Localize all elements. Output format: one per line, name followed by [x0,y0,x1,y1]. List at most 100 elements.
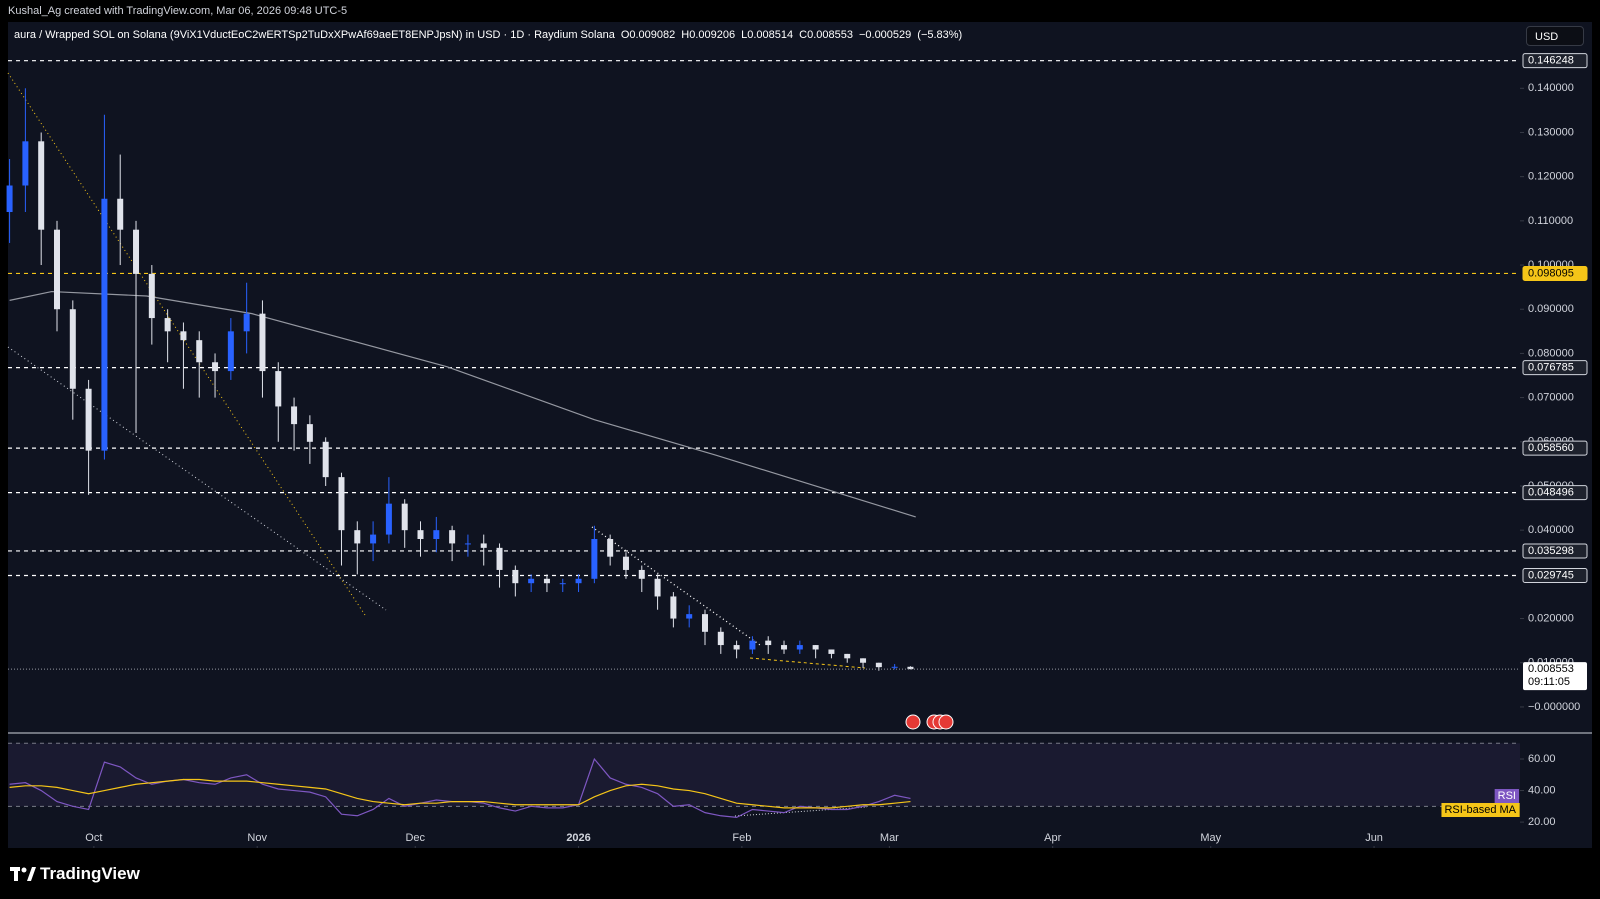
candle-body [133,229,140,274]
candle-body [717,631,724,646]
rsi-line [9,778,911,809]
candle-body [622,556,629,570]
currency-button[interactable]: USD [1526,26,1584,46]
y-tick-label: −0.000000 [1528,701,1580,713]
candle-body [528,578,535,584]
candle-body [22,141,29,186]
last-price-box [1523,662,1587,691]
brand-logo [10,867,36,881]
level-label: 0.146248 [1528,55,1574,67]
candle-body [212,362,219,372]
candle-body [812,645,819,650]
ohlc-value: 0.009206 [689,29,736,41]
candle-body [322,441,329,478]
candle-body [243,313,250,332]
ohlc-prefix: O [620,29,630,41]
y-tick-label: 0.080000 [1528,347,1574,359]
candle-body [828,649,835,654]
rsi-tick-label: 40.00 [1528,784,1556,796]
y-tick-label: 0.020000 [1528,612,1574,624]
candle-body [417,530,424,540]
rsi-band [8,743,1520,807]
ohlc: L0.008514 [741,29,793,41]
trendline [749,657,866,669]
level-label-box [1522,440,1588,456]
ohlc-prefix: H [681,29,690,41]
rsi-tick-label: 20.00 [1528,816,1556,828]
credit: Kushal_Ag created with TradingView.com, … [8,5,348,17]
level-label: 0.058560 [1528,442,1574,454]
trendline [7,72,366,616]
x-tick-label: Nov [247,832,267,844]
candle-body [891,666,898,668]
candle-body [733,645,740,650]
candle-body [749,640,756,650]
level-label: 0.048496 [1528,487,1574,499]
candle-body [796,645,803,650]
candle-body [686,614,693,619]
event-flags [905,714,954,730]
candle-body [907,666,914,670]
candle-body [148,273,155,319]
candle-body [354,530,361,544]
candle-body [370,534,377,544]
candle-body [227,331,234,372]
candle-body [259,313,266,372]
x-tick-label: Jun [1365,832,1383,844]
candle-body [338,477,345,531]
level-label-box [1522,265,1588,281]
candle-body [860,658,867,663]
y-tick-label: 0.130000 [1528,126,1574,138]
legend-label: RSI-based MA [1444,804,1516,816]
trendlines [7,72,868,817]
x-tick-label: Feb [732,832,751,844]
level-label: 0.029745 [1528,569,1574,581]
ohlc-prefix: L [741,29,748,41]
change: −0.000529 [858,29,912,41]
candle-body [701,614,708,632]
x-tick-label: May [1200,832,1221,844]
brand: TradingView [10,864,140,884]
y-tick-label: 0.110000 [1528,215,1573,227]
candle-body [765,640,772,646]
candle-body [101,198,108,451]
candle-body [385,503,392,535]
moving-average [9,290,916,518]
x-tick-label: Mar [880,832,899,844]
ohlc: C0.008553 [799,29,853,41]
candle-body [591,539,598,579]
y-tick-label: 0.120000 [1528,171,1574,183]
ohlc-value: 0.009082 [629,29,676,41]
trendline [734,806,868,817]
candle-body [449,530,456,544]
flag-icon [905,714,921,730]
x-tick-label: Apr [1044,832,1061,844]
candle-body [117,198,124,230]
trendline [7,346,387,611]
candle-body [6,185,13,213]
level-label-box [1522,53,1588,69]
chart-panel [8,22,1592,848]
x-tick-label: Oct [85,832,102,844]
x-tick-label: Dec [405,832,425,844]
candle-body [654,578,661,597]
candle-body [180,331,187,341]
candle-body [69,309,76,389]
brand-name: TradingView [40,864,140,883]
symbol-line: aura / Wrapped SOL on Solana (9ViX1Vduct… [14,29,962,41]
flag-icon [938,714,954,730]
candle-body [291,406,298,425]
ohlc-prefix: C [799,29,808,41]
candle-body [464,543,471,545]
y-tick-label: 0.140000 [1528,82,1574,94]
candle-body [53,229,60,310]
ohlc: O0.009082 [621,29,675,41]
candle-body [638,569,645,579]
level-label-box [1522,360,1588,376]
last-price-label: 0.008553 [1528,663,1574,675]
candle-body [512,569,519,584]
change-pct: (−5.83%) [917,29,963,41]
level-label-box [1522,485,1588,501]
candle-body [559,583,566,585]
